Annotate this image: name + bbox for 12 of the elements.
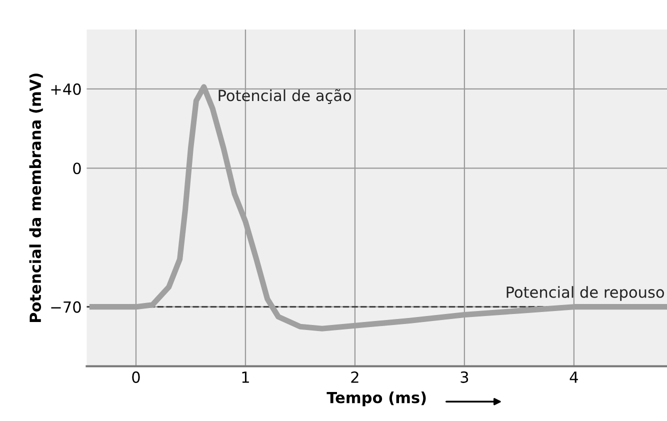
x-tick-label: 0	[132, 371, 140, 383]
y-tick-label: +40	[51, 83, 81, 95]
x-tick-label: 1	[242, 372, 249, 383]
x-tick-label: 4	[570, 372, 578, 383]
y-tick-label: 0	[73, 162, 81, 174]
x-tick-label: 2	[351, 371, 358, 383]
y-axis-title: Potencial da membrana (mV)	[29, 74, 43, 322]
x-axis-title: Tempo (ms)	[326, 391, 426, 406]
ref-line-label: Potencial de repouso	[506, 286, 664, 301]
annotation: Potencial de ação	[218, 89, 352, 104]
y-tick-label: −70	[51, 301, 81, 313]
x-tick-label: 3	[460, 371, 468, 383]
